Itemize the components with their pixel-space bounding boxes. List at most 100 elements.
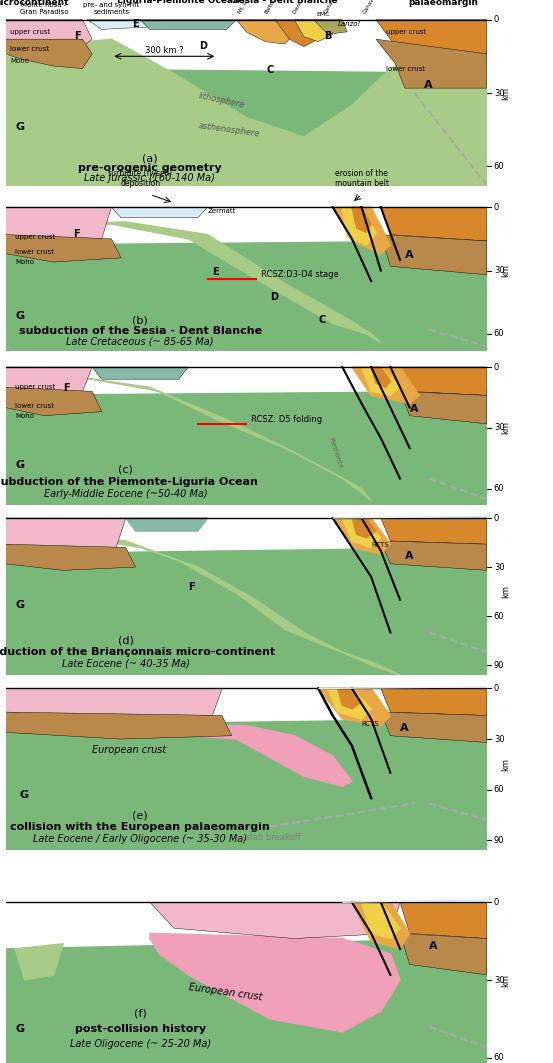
Polygon shape [6, 19, 92, 54]
Text: 60: 60 [494, 162, 504, 171]
Text: upper crust: upper crust [385, 29, 426, 35]
Text: D: D [199, 41, 207, 51]
Text: 300 km ?: 300 km ? [145, 46, 184, 54]
Text: subduction of the Sesia - Dent Blanche: subduction of the Sesia - Dent Blanche [19, 326, 262, 336]
Polygon shape [6, 675, 487, 850]
Polygon shape [6, 39, 487, 186]
Text: 60: 60 [494, 1053, 504, 1062]
Text: post-collision history: post-collision history [75, 1024, 206, 1034]
Text: D: D [270, 292, 278, 302]
Polygon shape [319, 687, 487, 689]
Polygon shape [319, 689, 390, 726]
Text: Late Jurassic (160-140 Ma): Late Jurassic (160-140 Ma) [85, 173, 215, 183]
Text: Mt. Dolin: Mt. Dolin [238, 0, 254, 15]
Polygon shape [111, 207, 207, 218]
Text: A: A [405, 551, 414, 561]
Polygon shape [6, 351, 487, 505]
Polygon shape [15, 944, 63, 980]
Text: 0: 0 [494, 15, 499, 24]
Polygon shape [333, 518, 390, 554]
Text: 60: 60 [494, 485, 504, 493]
Text: km: km [501, 86, 510, 100]
Polygon shape [6, 39, 92, 68]
Text: (e): (e) [132, 810, 148, 821]
Text: 30: 30 [494, 562, 504, 572]
Polygon shape [6, 719, 487, 850]
Polygon shape [314, 19, 347, 34]
Text: upper crust: upper crust [15, 385, 55, 390]
Polygon shape [342, 518, 381, 547]
Polygon shape [294, 19, 333, 41]
Polygon shape [6, 505, 487, 675]
Polygon shape [352, 207, 371, 233]
Text: Moho: Moho [11, 58, 29, 64]
Polygon shape [6, 535, 400, 675]
Polygon shape [275, 19, 323, 47]
Text: 0: 0 [494, 362, 499, 371]
Text: (f): (f) [134, 1009, 147, 1018]
Polygon shape [328, 689, 371, 719]
Polygon shape [371, 367, 390, 387]
Text: Piemonte: Piemonte [328, 437, 344, 470]
Polygon shape [92, 367, 189, 379]
Text: 0: 0 [494, 898, 499, 907]
Polygon shape [6, 68, 487, 186]
Text: European crust: European crust [189, 982, 263, 1002]
Text: turbidite (flysch)
deposition: turbidite (flysch) deposition [108, 169, 173, 188]
Polygon shape [381, 541, 487, 571]
Text: Moho: Moho [15, 259, 34, 265]
Text: km: km [501, 264, 510, 277]
Text: lower crust: lower crust [15, 249, 54, 255]
Text: C: C [267, 66, 274, 75]
Text: Liguria-Piemonte Ocean: Liguria-Piemonte Ocean [117, 0, 240, 5]
Text: 30: 30 [494, 735, 504, 744]
Text: subduction of the Piemonte-Liguria Ocean: subduction of the Piemonte-Liguria Ocean [0, 476, 258, 487]
Text: A: A [424, 80, 432, 90]
Text: EMC: EMC [316, 12, 330, 17]
Polygon shape [352, 518, 376, 538]
Text: subduction of the Briançonnais micro-continent: subduction of the Briançonnais micro-con… [0, 647, 275, 657]
Text: Late Oligocene (~ 25-20 Ma): Late Oligocene (~ 25-20 Ma) [70, 1040, 211, 1049]
Text: 60: 60 [494, 330, 504, 338]
Text: upper crust: upper crust [15, 234, 55, 240]
Text: Dent Blanche: Dent Blanche [293, 0, 315, 15]
Text: RCTS: RCTS [371, 542, 389, 549]
Text: asthenosphere: asthenosphere [198, 121, 261, 139]
Polygon shape [362, 367, 400, 395]
Polygon shape [352, 367, 419, 404]
Text: km: km [501, 421, 510, 435]
Text: Monte Rosa -
Gran Paradiso: Monte Rosa - Gran Paradiso [20, 2, 69, 15]
Text: collision with the European palaeomargin: collision with the European palaeomargin [11, 822, 270, 832]
Text: G: G [15, 1024, 24, 1034]
Text: Early-Middle Eocene (~50-40 Ma): Early-Middle Eocene (~50-40 Ma) [44, 489, 207, 499]
Polygon shape [6, 547, 487, 675]
Text: A: A [429, 941, 437, 951]
Text: km: km [501, 758, 510, 771]
Polygon shape [6, 712, 232, 739]
Polygon shape [333, 207, 390, 254]
Text: RCSZ: D5 folding: RCSZ: D5 folding [251, 415, 322, 424]
Text: (c): (c) [118, 465, 133, 474]
Text: Late Eocene (~ 40-35 Ma): Late Eocene (~ 40-35 Ma) [62, 659, 190, 669]
Polygon shape [381, 689, 487, 715]
Text: F: F [63, 384, 70, 393]
Polygon shape [6, 518, 126, 551]
Text: Sesia - Dent Blanche: Sesia - Dent Blanche [232, 0, 337, 5]
Text: 60: 60 [494, 611, 504, 621]
Text: C: C [319, 316, 326, 325]
Text: Moho: Moho [15, 412, 34, 419]
Text: B: B [324, 31, 332, 41]
Polygon shape [6, 939, 487, 1063]
Text: lithosphere: lithosphere [198, 91, 246, 109]
Text: pre- and syn-rift
sediments: pre- and syn-rift sediments [84, 2, 139, 15]
Text: 90: 90 [494, 661, 504, 670]
Text: Lanzo!: Lanzo! [337, 20, 361, 27]
Text: 0: 0 [494, 513, 499, 523]
Text: F: F [73, 229, 80, 239]
Text: Briançonnais
microcontinent: Briançonnais microcontinent [0, 0, 69, 7]
Text: Zermatt: Zermatt [207, 208, 236, 215]
Text: F: F [189, 581, 195, 592]
Text: A: A [410, 404, 418, 414]
Text: lower crust: lower crust [11, 46, 49, 52]
Text: 30: 30 [494, 423, 504, 433]
